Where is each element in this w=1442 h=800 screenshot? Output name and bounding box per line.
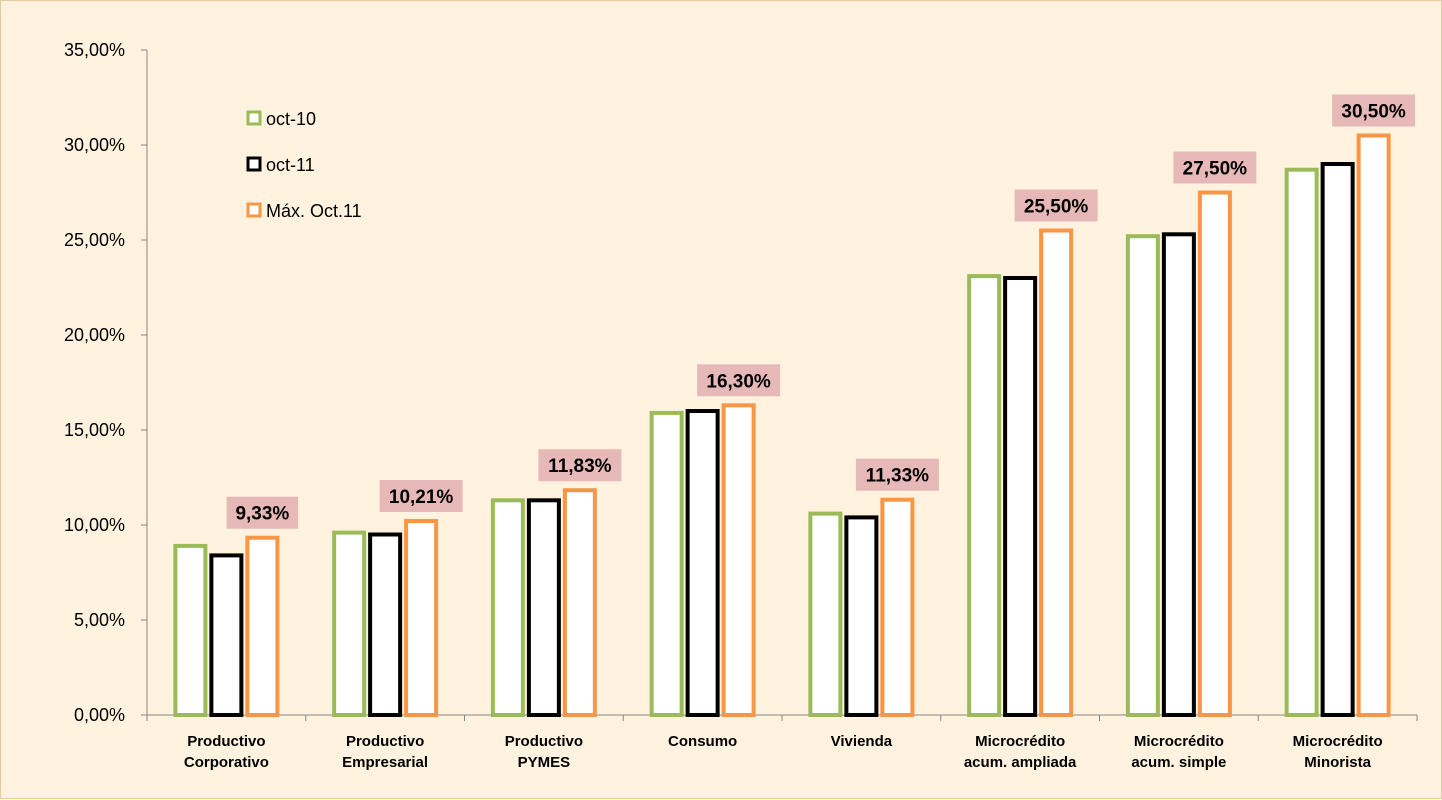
data-label-box bbox=[1332, 94, 1416, 127]
data-label: 11,83% bbox=[548, 456, 611, 477]
data-label-box bbox=[538, 449, 622, 482]
x-category-label: Productivo bbox=[346, 733, 424, 750]
bar-oct-10 bbox=[490, 498, 525, 717]
bar-oct-10 bbox=[649, 410, 684, 717]
legend-swatch bbox=[246, 110, 262, 126]
y-tick-label: 20,00% bbox=[64, 325, 125, 345]
bar-m-x-oct-11 bbox=[562, 488, 597, 718]
x-category-label: Empresarial bbox=[342, 754, 428, 771]
bar-m-x-oct-11 bbox=[404, 519, 439, 718]
data-label-box bbox=[379, 480, 463, 513]
bar-oct-10 bbox=[332, 530, 367, 717]
legend-swatch bbox=[246, 156, 262, 172]
data-label-box bbox=[697, 364, 781, 397]
data-labels: 9,33% 10,21% 11,83% 16,30% 11,33% 25,50% 27,50… bbox=[226, 94, 1416, 529]
data-label-box bbox=[1173, 151, 1257, 184]
data-label: 30,50% bbox=[1341, 102, 1406, 123]
bar-oct-10 bbox=[1284, 167, 1319, 717]
x-category-label: Productivo bbox=[505, 733, 583, 750]
legend-label: Máx. Oct.11 bbox=[266, 201, 362, 221]
data-label-box bbox=[855, 458, 939, 491]
data-label: 25,50% bbox=[1024, 197, 1089, 218]
bar-m-x-oct-11 bbox=[880, 497, 915, 718]
data-label: 27,50% bbox=[1183, 159, 1248, 180]
data-label: 9,33% bbox=[235, 504, 289, 525]
bar-oct-10 bbox=[173, 543, 208, 718]
data-label: 11,33% bbox=[866, 466, 929, 487]
bar-m-x-oct-11 bbox=[721, 403, 756, 717]
x-category-label: Corporativo bbox=[184, 754, 269, 771]
x-category-label: PYMES bbox=[518, 754, 571, 771]
y-tick-label: 35,00% bbox=[64, 40, 125, 60]
legend-label: oct-11 bbox=[266, 155, 315, 175]
y-tick-label: 5,00% bbox=[74, 610, 125, 630]
bar-m-x-oct-11 bbox=[1039, 228, 1074, 717]
bar-oct-11 bbox=[1161, 232, 1196, 718]
legend: oct-10 oct-11 Máx. Oct.11 bbox=[246, 109, 362, 221]
bar-m-x-oct-11 bbox=[1356, 133, 1391, 717]
legend-label: oct-10 bbox=[266, 109, 316, 129]
bar-oct-11 bbox=[368, 532, 403, 717]
bar-m-x-oct-11 bbox=[1197, 190, 1232, 717]
bars bbox=[173, 133, 1391, 718]
x-category-label: Vivienda bbox=[831, 733, 893, 750]
bar-oct-11 bbox=[1320, 162, 1355, 717]
data-label-box bbox=[226, 496, 299, 529]
data-label: 10,21% bbox=[389, 487, 454, 508]
data-label-box bbox=[1014, 189, 1098, 222]
x-category-label: Microcrédito bbox=[1293, 733, 1383, 750]
data-label: 16,30% bbox=[706, 371, 771, 392]
y-tick-label: 30,00% bbox=[64, 135, 125, 155]
legend-swatch bbox=[246, 202, 262, 218]
x-category-label: Microcrédito bbox=[975, 733, 1065, 750]
bar-m-x-oct-11 bbox=[245, 535, 280, 717]
y-tick-label: 10,00% bbox=[64, 515, 125, 535]
bar-oct-10 bbox=[967, 274, 1002, 717]
bar-oct-10 bbox=[808, 511, 843, 717]
bar-oct-11 bbox=[844, 515, 879, 718]
bar-oct-11 bbox=[209, 553, 244, 718]
y-tick-label: 0,00% bbox=[74, 705, 125, 725]
x-category-label: Minorista bbox=[1304, 754, 1371, 771]
bar-oct-11 bbox=[1003, 276, 1038, 717]
x-category-label: acum. ampliada bbox=[964, 754, 1077, 771]
y-tick-label: 15,00% bbox=[64, 420, 125, 440]
x-category-label: Microcrédito bbox=[1134, 733, 1224, 750]
y-tick-label: 25,00% bbox=[64, 230, 125, 250]
axes: 0,00% 5,00% 10,00% 15,00% 20,00% 25,00% 30,00%… bbox=[64, 40, 1418, 771]
bar-oct-10 bbox=[1125, 234, 1160, 717]
x-category-label: Productivo bbox=[187, 733, 265, 750]
x-category-label: acum. simple bbox=[1131, 754, 1226, 771]
bar-oct-11 bbox=[526, 498, 561, 717]
x-category-label: Consumo bbox=[668, 733, 737, 750]
bar-oct-11 bbox=[685, 409, 720, 717]
